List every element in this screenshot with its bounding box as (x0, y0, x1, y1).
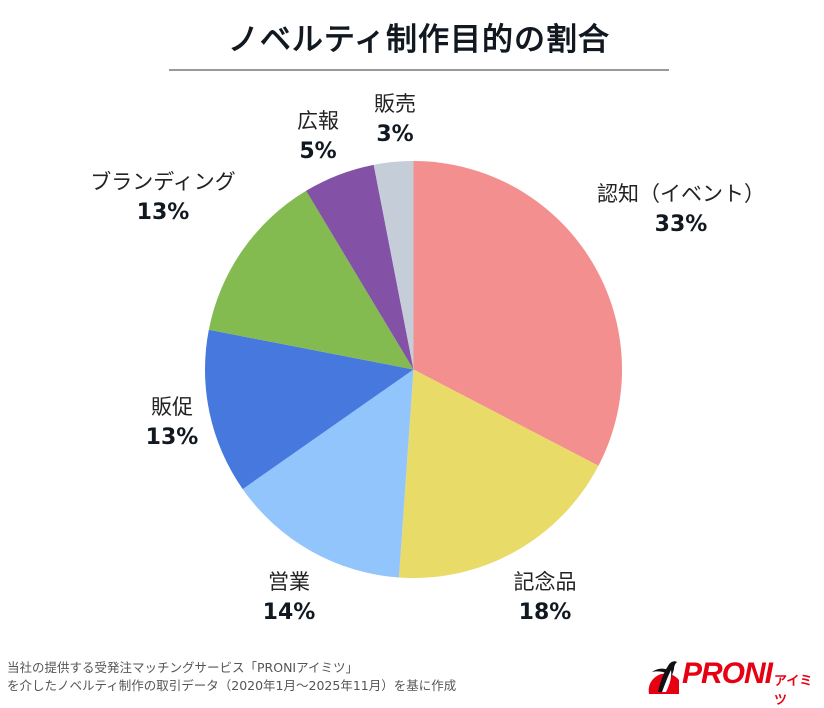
pie-slice (413, 161, 623, 466)
slice-label-name: 販売 (374, 92, 416, 116)
slice-label: 認知（イベント） 33% (597, 180, 765, 242)
slice-label: 営業 14% (263, 568, 316, 630)
slice-label: 販促 13% (146, 393, 199, 455)
pie-slice (208, 190, 414, 370)
footnote-line-1: 当社の提供する受発注マッチングサービス「PRONIアイミツ」 (7, 660, 358, 675)
slice-label-percent: 5% (299, 139, 337, 164)
slice-label-percent: 3% (376, 122, 414, 147)
slice-label-name: 営業 (267, 570, 310, 594)
pie-slice (398, 369, 599, 578)
slice-label: ブランディング 13% (90, 168, 236, 230)
slice-label: 広報 5% (297, 107, 339, 169)
pie-slice (205, 329, 414, 490)
penguin-logo-icon (648, 661, 679, 694)
pie-slice (306, 164, 414, 370)
logo-subtext: アイミツ (774, 674, 813, 708)
slice-label-name: 販促 (150, 395, 193, 419)
slice-label: 記念品 18% (514, 568, 577, 630)
slice-label-name: 広報 (297, 109, 339, 133)
slice-label-percent: 18% (518, 600, 572, 625)
pie-slice (373, 161, 414, 370)
slice-label: 販売 3% (374, 90, 416, 152)
footnote: 当社の提供する受発注マッチングサービス「PRONIアイミツ」 を介したノベルティ… (7, 659, 456, 695)
pie-slice (242, 369, 414, 578)
slice-label-percent: 33% (654, 212, 708, 237)
footnote-line-2: を介したノベルティ制作の取引データ（2020年1月～2025年11月）を基に作成 (7, 678, 457, 693)
slice-label-name: ブランディング (90, 170, 236, 194)
slice-label-percent: 13% (145, 425, 199, 450)
proni-logo: PRONI アイミツ (646, 656, 821, 708)
slice-label-percent: 13% (136, 200, 190, 225)
chart-title: ノベルティ制作目的の割合 (227, 22, 611, 58)
slice-label-name: 記念品 (513, 570, 577, 594)
slice-label-name: 認知（イベント） (597, 182, 765, 206)
slice-label-percent: 14% (262, 600, 316, 625)
title-divider (169, 69, 669, 71)
logo-text: PRONI (682, 657, 773, 690)
